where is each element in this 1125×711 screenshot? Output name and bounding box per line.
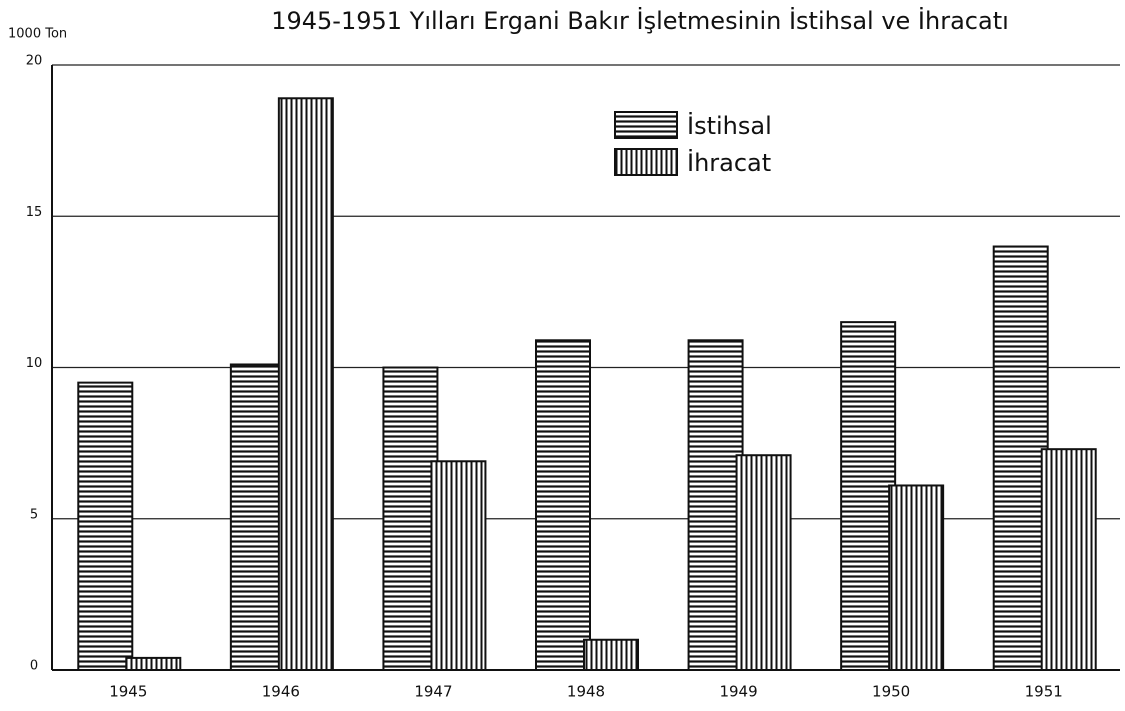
bar: [229, 363, 286, 671]
bar: [535, 339, 591, 671]
legend-swatch: [614, 148, 678, 176]
x-tick-label: 1949: [719, 683, 757, 701]
legend-label: İstihsal: [687, 111, 772, 140]
y-tick-label: 10: [26, 356, 43, 371]
bar: [77, 381, 134, 671]
legend-swatch: [614, 111, 678, 139]
x-tick-label: 1946: [262, 683, 300, 701]
legend-label: İhracat: [687, 148, 771, 177]
bar: [992, 245, 1049, 671]
x-tick-label: 1945: [109, 683, 147, 701]
y-tick-label: 5: [30, 507, 38, 522]
bar: [382, 366, 439, 671]
bar: [687, 339, 744, 671]
chart-title: 1945-1951 Yılları Ergani Bakır İşletmesi…: [271, 6, 1009, 35]
bar: [277, 97, 334, 671]
bar: [888, 484, 945, 671]
x-tick-label: 1950: [872, 683, 910, 701]
bar: [125, 656, 182, 672]
y-tick-label: 0: [30, 659, 38, 674]
x-tick-label: 1947: [414, 683, 452, 701]
y-tick-label: 20: [26, 54, 43, 69]
bar: [1040, 448, 1097, 671]
y-axis-label: 1000 Ton: [8, 27, 67, 42]
bar: [840, 321, 897, 671]
y-tick-label: 15: [26, 205, 43, 220]
x-tick-label: 1951: [1025, 683, 1063, 701]
bar: [430, 460, 487, 671]
x-tick-label: 1948: [567, 683, 605, 701]
bar: [735, 454, 792, 671]
bar: [583, 638, 639, 671]
